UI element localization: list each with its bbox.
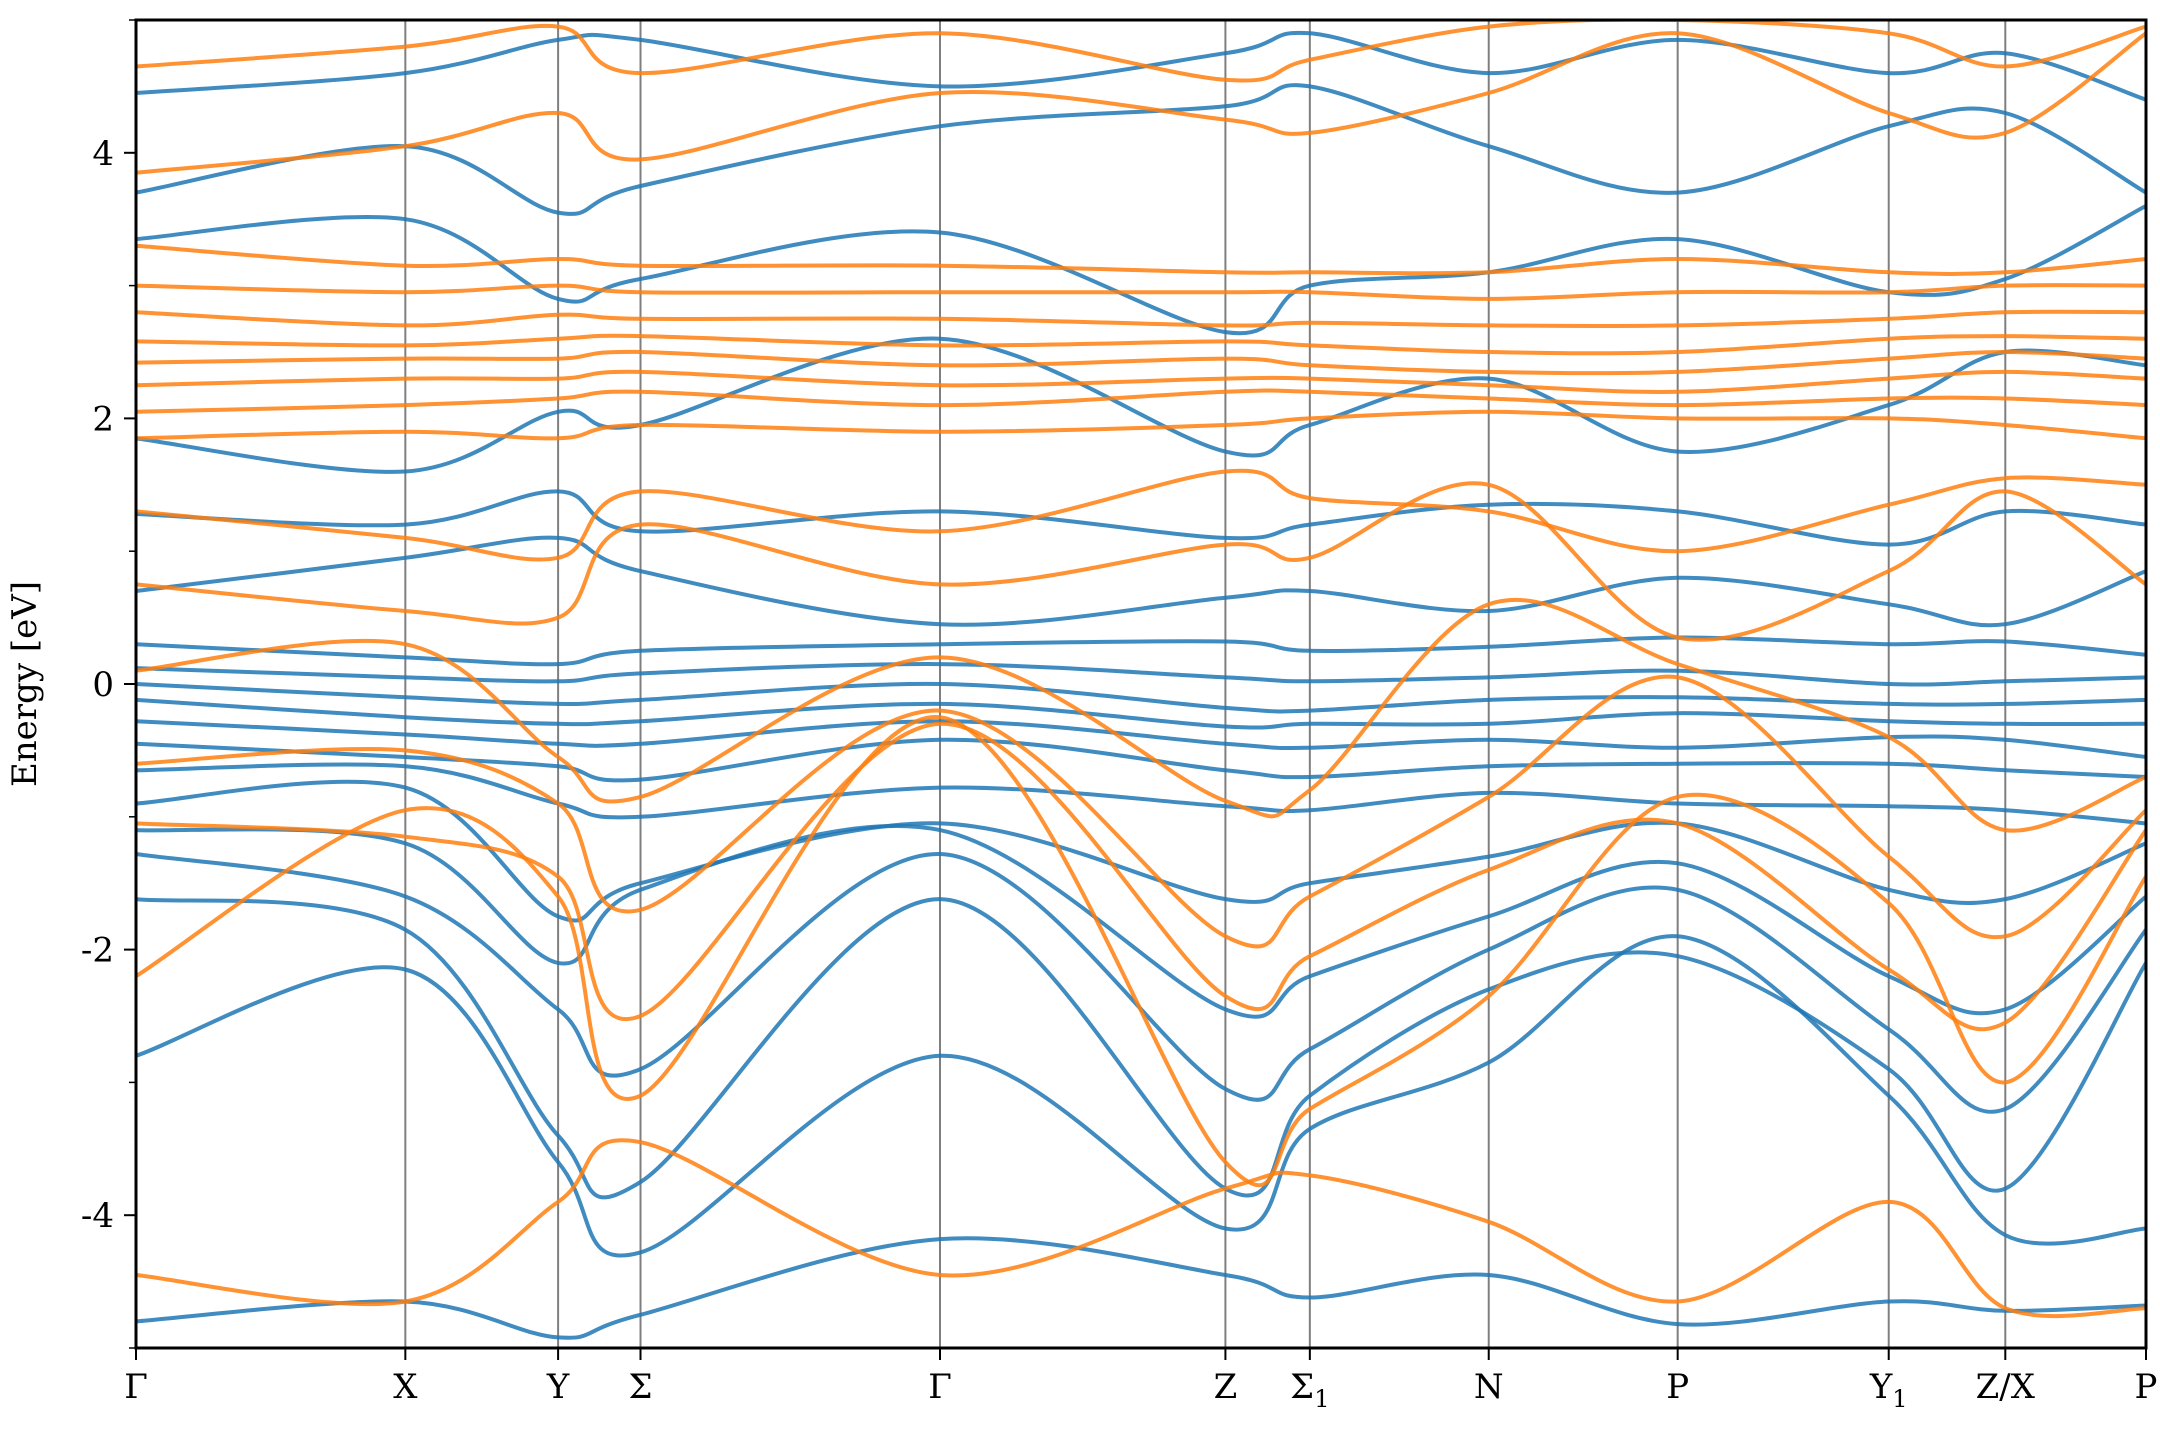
band-line-orange: [136, 243, 2146, 276]
y-axis-label: Energy [eV]: [5, 581, 45, 787]
band-series: [136, 20, 2146, 1340]
x-tick-label: P: [1666, 1367, 1689, 1407]
x-axis: Γ X Y Σ Γ Z Σ1 N P Y1 Z/X P: [124, 1348, 2157, 1413]
x-tick-label: Γ: [928, 1367, 952, 1407]
kpoint-divider-lines: [404, 20, 2007, 1348]
x-tick-subscript: 1: [1314, 1385, 1329, 1413]
band-line-orange: [136, 20, 2146, 83]
band-line-blue: [136, 851, 2146, 1114]
x-tick-label: Z/X: [1976, 1367, 2036, 1407]
band-line-orange: [136, 333, 2146, 356]
x-tick-subscript: 1: [1892, 1385, 1907, 1413]
x-tick-label: Γ: [124, 1367, 148, 1407]
band-line-orange: [136, 715, 2146, 1188]
band-line-blue: [136, 662, 2146, 687]
band-line-orange: [136, 309, 2146, 329]
y-axis: -4 -2 0 2 4: [81, 19, 136, 1349]
band-line-blue: [136, 737, 2146, 783]
band-line-blue: [136, 30, 2146, 102]
band-line-orange: [136, 31, 2146, 175]
y-tick-label: -4: [81, 1196, 114, 1236]
band-line-orange: [136, 369, 2146, 394]
band-line-blue: [136, 204, 2146, 336]
band-line-orange: [136, 481, 2146, 642]
band-line-blue: [136, 83, 2146, 216]
y-tick-label: 2: [92, 399, 114, 439]
x-tick-label: P: [2135, 1367, 2158, 1407]
band-line-blue: [136, 1236, 2146, 1340]
band-line-blue: [136, 635, 2146, 667]
band-line-blue: [136, 934, 2146, 1258]
band-line-orange: [136, 349, 2146, 376]
band-line-orange: [136, 721, 2146, 1032]
band-line-blue: [136, 897, 2146, 1200]
x-tick-label: Σ: [628, 1367, 652, 1407]
band-line-blue: [136, 697, 2146, 730]
y-tick-label: 4: [92, 134, 114, 174]
x-tick-label: Z: [1214, 1367, 1238, 1407]
band-line-orange: [136, 283, 2146, 301]
band-line-blue: [136, 336, 2146, 474]
x-tick-label: N: [1474, 1367, 1504, 1407]
band-line-orange: [136, 674, 2146, 949]
band-line-blue: [136, 762, 2146, 826]
band-line-blue: [136, 779, 2146, 923]
band-line-blue: [136, 681, 2146, 714]
band-line-blue: [136, 824, 2146, 1019]
x-tick-label: Y1: [1869, 1367, 1908, 1413]
band-line-blue: [136, 489, 2146, 547]
x-tick-label: X: [393, 1367, 418, 1407]
band-line-orange: [136, 409, 2146, 441]
band-line-orange: [136, 597, 2146, 833]
x-tick-label: Y: [546, 1367, 570, 1407]
band-line-orange: [136, 1138, 2146, 1319]
band-line-orange: [136, 468, 2146, 562]
y-tick-label: 0: [92, 665, 114, 705]
band-line-blue: [136, 535, 2146, 628]
band-line-blue: [136, 719, 2146, 759]
y-tick-label: -2: [81, 931, 114, 971]
band-line-orange: [136, 388, 2146, 414]
